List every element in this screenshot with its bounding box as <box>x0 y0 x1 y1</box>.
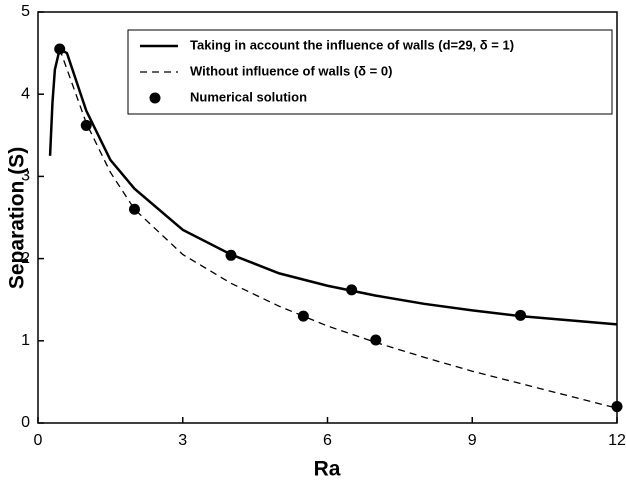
data-point <box>80 119 92 131</box>
data-point <box>346 284 358 296</box>
x-axis-label: Ra <box>314 458 341 481</box>
y-tick-label: 3 <box>21 168 30 185</box>
data-point <box>611 401 623 413</box>
data-point <box>297 310 309 322</box>
x-tick-label: 3 <box>178 432 187 449</box>
data-point <box>54 43 66 55</box>
y-tick-label: 1 <box>21 332 30 349</box>
y-tick-label: 5 <box>21 3 30 20</box>
data-point <box>225 249 237 261</box>
y-tick-label: 2 <box>21 250 30 267</box>
y-tick-label: 0 <box>21 414 30 431</box>
legend-label: Numerical solution <box>190 89 307 104</box>
legend-box <box>127 29 613 115</box>
x-tick-label: 9 <box>468 432 477 449</box>
x-tick-label: 0 <box>34 432 43 449</box>
legend-marker <box>149 92 161 104</box>
data-point <box>515 309 526 321</box>
y-tick-label: 4 <box>21 85 30 102</box>
y-axis-label: Separation (S) <box>6 147 29 289</box>
x-tick-label: 12 <box>608 432 626 449</box>
data-point <box>129 203 140 215</box>
data-point <box>370 334 382 346</box>
legend-label: Without influence of walls (δ = 0) <box>190 63 392 78</box>
legend-label: Taking in account the influence of walls… <box>190 37 514 52</box>
x-tick-label: 6 <box>323 432 332 449</box>
